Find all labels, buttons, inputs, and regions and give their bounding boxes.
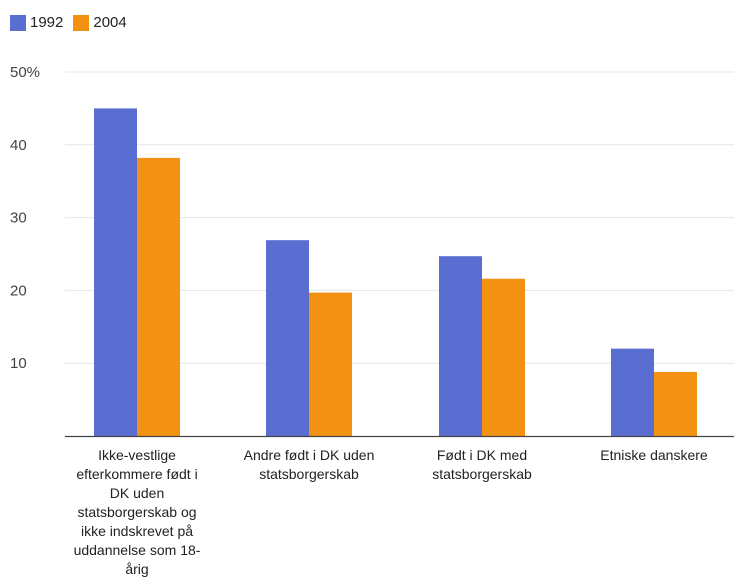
- legend-label-1992: 1992: [30, 14, 64, 31]
- bar-2004-cat-1: [137, 157, 180, 437]
- x-category-label-line: efterkommere født i: [76, 466, 197, 482]
- bar-1992-cat-2: [266, 240, 309, 436]
- x-category-label-line: statsborgerskab og: [77, 504, 196, 520]
- x-category-label-1: Ikke-vestlige efterkommere født i DK uden s…: [74, 447, 201, 577]
- bar-2004-cat-2: [309, 292, 352, 436]
- legend: 1992 2004: [10, 14, 137, 31]
- x-category-label-2: Andre født i DK uden statsborgerskab: [244, 447, 375, 482]
- y-tick-label-20: 20: [10, 282, 27, 299]
- x-category-label-line: årig: [125, 561, 148, 577]
- x-category-label-line: DK uden: [110, 485, 164, 501]
- x-category-label-line: ikke indskrevet på: [81, 523, 193, 539]
- x-category-label-line: uddannelse som 18-: [74, 542, 201, 558]
- y-tick-label-10: 10: [10, 355, 27, 372]
- legend-swatch-1992: [10, 14, 26, 31]
- bar-1992-cat-3: [439, 256, 482, 436]
- bar-1992-cat-1: [94, 108, 137, 437]
- legend-item-2004: 2004: [73, 14, 127, 31]
- x-category-label-line: statsborgerskab: [259, 466, 359, 482]
- x-category-label-4: Etniske danskere: [600, 447, 708, 463]
- x-category-label-line: Andre født i DK uden: [244, 447, 375, 463]
- legend-item-1992: 1992: [10, 14, 63, 31]
- y-tick-label-30: 30: [10, 210, 27, 227]
- legend-label-2004: 2004: [93, 14, 127, 31]
- bar-2004-cat-3: [482, 278, 525, 436]
- y-tick-label-50: 50%: [10, 64, 40, 81]
- legend-swatch-2004: [73, 14, 90, 31]
- x-category-label-3: Født i DK med statsborgerskab: [432, 447, 532, 482]
- y-tick-label-40: 40: [10, 137, 27, 154]
- x-category-label-line: Født i DK med: [437, 447, 527, 463]
- bar-2004-cat-4: [654, 371, 697, 436]
- x-category-label-line: statsborgerskab: [432, 466, 532, 482]
- x-category-label-line: Etniske danskere: [600, 447, 708, 463]
- x-category-label-line: Ikke-vestlige: [98, 447, 176, 463]
- bar-1992-cat-4: [611, 348, 654, 436]
